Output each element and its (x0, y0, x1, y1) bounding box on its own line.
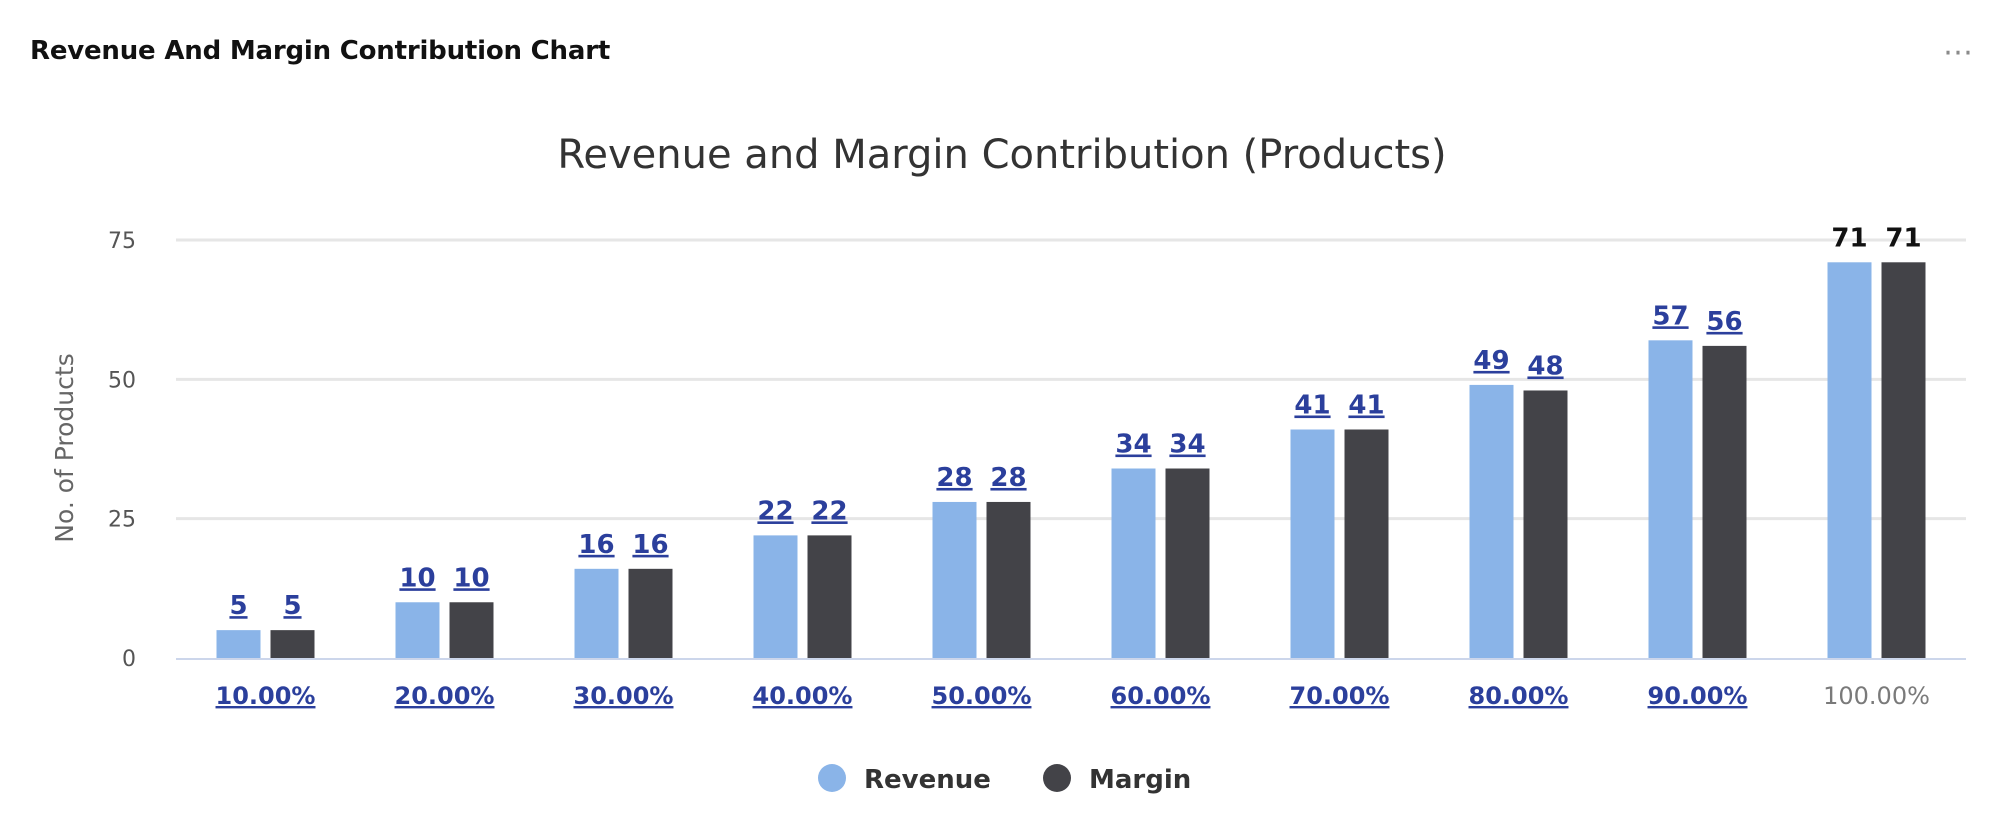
data-label-margin[interactable]: 48 (1527, 351, 1563, 381)
grid-lines (176, 238, 1966, 521)
data-label-margin[interactable]: 41 (1348, 390, 1384, 420)
x-tick-label[interactable]: 50.00% (932, 682, 1032, 710)
bars (216, 262, 1926, 658)
legend: Revenue Margin (818, 764, 1191, 795)
data-label-margin[interactable]: 56 (1706, 307, 1742, 337)
more-options-icon[interactable]: ⋯ (1943, 35, 1974, 70)
legend-label-margin: Margin (1089, 765, 1191, 795)
bar-revenue[interactable] (1469, 384, 1514, 658)
bar-margin[interactable] (449, 602, 494, 658)
data-label-margin[interactable]: 10 (453, 563, 489, 593)
bar-margin[interactable] (1702, 345, 1747, 658)
data-label-revenue[interactable]: 5 (229, 591, 247, 621)
y-axis-label: No. of Products (50, 353, 79, 542)
bar-margin[interactable] (986, 501, 1031, 658)
x-tick-label[interactable]: 20.00% (395, 682, 495, 710)
bar-revenue[interactable] (574, 568, 619, 658)
y-tick-label: 0 (122, 647, 136, 672)
data-label-margin[interactable]: 28 (990, 463, 1026, 493)
legend-swatch-revenue (818, 764, 846, 792)
bar-margin[interactable] (1165, 468, 1210, 658)
x-tick-label: 100.00% (1823, 682, 1930, 710)
data-label-margin[interactable]: 22 (811, 496, 847, 526)
y-tick-label: 75 (108, 229, 136, 254)
bar-revenue[interactable] (216, 630, 261, 658)
bar-revenue[interactable] (395, 602, 440, 658)
bar-revenue[interactable] (1827, 262, 1872, 658)
bar-margin[interactable] (1523, 390, 1568, 658)
legend-swatch-margin (1043, 764, 1071, 792)
x-tick-label[interactable]: 80.00% (1469, 682, 1569, 710)
legend-item-revenue[interactable]: Revenue (818, 764, 991, 795)
bar-revenue[interactable] (1290, 429, 1335, 658)
bar-margin[interactable] (1344, 429, 1389, 658)
panel-title: Revenue And Margin Contribution Chart (30, 36, 611, 66)
data-labels: 5 5 10 10 16 16 22 22 28 28 34 34 41 41 49 48 57 56 71 71 (229, 223, 1921, 621)
x-tick-label[interactable]: 90.00% (1648, 682, 1748, 710)
data-label-margin: 71 (1885, 223, 1921, 253)
data-label-revenue[interactable]: 49 (1473, 346, 1509, 376)
data-label-revenue[interactable]: 28 (936, 463, 972, 493)
x-axis-ticks: 10.00% 20.00% 30.00% 40.00% 50.00% 60.00% 70.0… (216, 682, 1930, 710)
legend-label-revenue: Revenue (864, 765, 991, 795)
bar-revenue[interactable] (1648, 340, 1693, 658)
x-tick-label[interactable]: 60.00% (1111, 682, 1211, 710)
y-tick-label: 50 (108, 368, 136, 393)
data-label-margin[interactable]: 34 (1169, 430, 1205, 460)
x-tick-label[interactable]: 10.00% (216, 682, 316, 710)
data-label-revenue: 71 (1831, 223, 1867, 253)
data-label-revenue[interactable]: 10 (399, 563, 435, 593)
bar-revenue[interactable] (1111, 468, 1156, 658)
y-axis-ticks: 0 25 50 75 (108, 229, 136, 672)
legend-item-margin[interactable]: Margin (1043, 764, 1191, 795)
chart-title: Revenue and Margin Contribution (Product… (557, 132, 1446, 178)
bar-margin[interactable] (270, 630, 315, 658)
data-label-margin[interactable]: 16 (632, 530, 668, 560)
bar-margin[interactable] (1881, 262, 1926, 658)
x-tick-label[interactable]: 30.00% (574, 682, 674, 710)
data-label-margin[interactable]: 5 (283, 591, 301, 621)
data-label-revenue[interactable]: 57 (1652, 301, 1688, 331)
data-label-revenue[interactable]: 22 (757, 496, 793, 526)
x-tick-label[interactable]: 40.00% (753, 682, 853, 710)
x-tick-label[interactable]: 70.00% (1290, 682, 1390, 710)
data-label-revenue[interactable]: 16 (578, 530, 614, 560)
data-label-revenue[interactable]: 34 (1115, 430, 1151, 460)
bar-margin[interactable] (807, 535, 852, 658)
bar-revenue[interactable] (753, 535, 798, 658)
y-tick-label: 25 (108, 508, 136, 533)
bar-revenue[interactable] (932, 501, 977, 658)
data-label-revenue[interactable]: 41 (1294, 390, 1330, 420)
bar-margin[interactable] (628, 568, 673, 658)
